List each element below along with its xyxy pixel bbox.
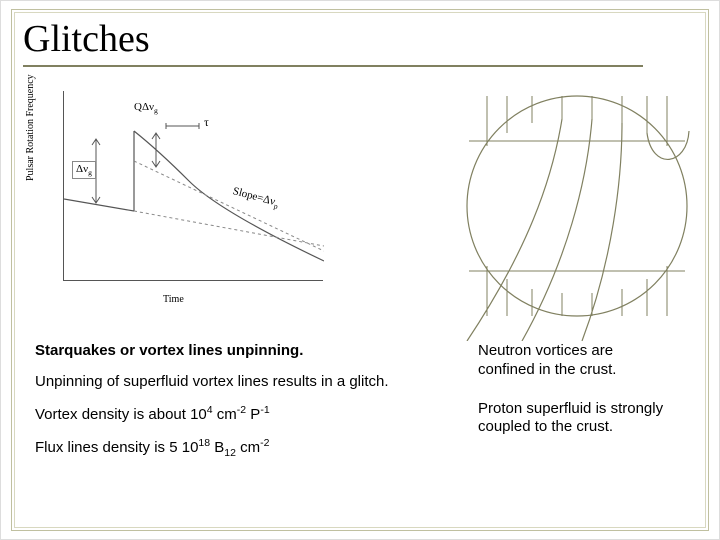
- l4-cm: cm: [236, 439, 260, 456]
- right-para-2: Proton superfluid is strongly coupled to…: [478, 400, 673, 438]
- l4-b: B: [210, 439, 224, 456]
- x-axis-label: Time: [163, 294, 184, 305]
- left-line-2: Unpinning of superfluid vortex lines res…: [35, 373, 435, 390]
- q-delta-nu-label: QΔνg: [134, 101, 158, 115]
- delta-nu-text: Δν: [76, 163, 88, 175]
- l3-mid: cm: [213, 406, 237, 423]
- delta-nu-sub: g: [88, 168, 92, 177]
- slide-content: Glitches Pulsar Rotation Frequency Time: [23, 17, 697, 523]
- l3-sup2: -2: [237, 404, 246, 416]
- right-para-1: Neutron vortices are confined in the cru…: [478, 342, 673, 380]
- tau-label: τ: [204, 115, 209, 130]
- slide-title: Glitches: [23, 17, 643, 67]
- q-delta-nu-sub: g: [154, 106, 158, 115]
- left-line-3: Vortex density is about 104 cm-2 P-1: [35, 404, 435, 423]
- y-axis-label: Pulsar Rotation Frequency: [25, 74, 36, 181]
- vortex-diagram: [427, 71, 717, 341]
- delta-nu-label: Δνg: [72, 161, 96, 179]
- l4-sup2: -2: [260, 437, 269, 449]
- l4-pre: Flux lines density is 5 10: [35, 439, 198, 456]
- chart-svg: [64, 91, 324, 281]
- left-line-1: Starquakes or vortex lines unpinning.: [35, 342, 435, 359]
- left-text-block: Starquakes or vortex lines unpinning. Un…: [35, 342, 435, 473]
- vortex-svg: [427, 71, 717, 341]
- chart-frame: Δνg QΔνg τ Slope=Δνp: [63, 91, 323, 281]
- q-delta-nu-text: QΔν: [134, 101, 154, 113]
- glitch-chart: Pulsar Rotation Frequency Time: [33, 81, 343, 301]
- l3-sup3: -1: [260, 404, 269, 416]
- l4-sub: 12: [224, 447, 236, 459]
- right-text-block: Neutron vortices are confined in the cru…: [478, 342, 673, 457]
- l4-sup1: 18: [198, 437, 210, 449]
- l3-p: P: [246, 406, 260, 423]
- left-line-4: Flux lines density is 5 1018 B12 cm-2: [35, 437, 435, 459]
- left-line-1-text: Starquakes or vortex lines unpinning.: [35, 342, 303, 359]
- l3-pre: Vortex density is about 10: [35, 406, 207, 423]
